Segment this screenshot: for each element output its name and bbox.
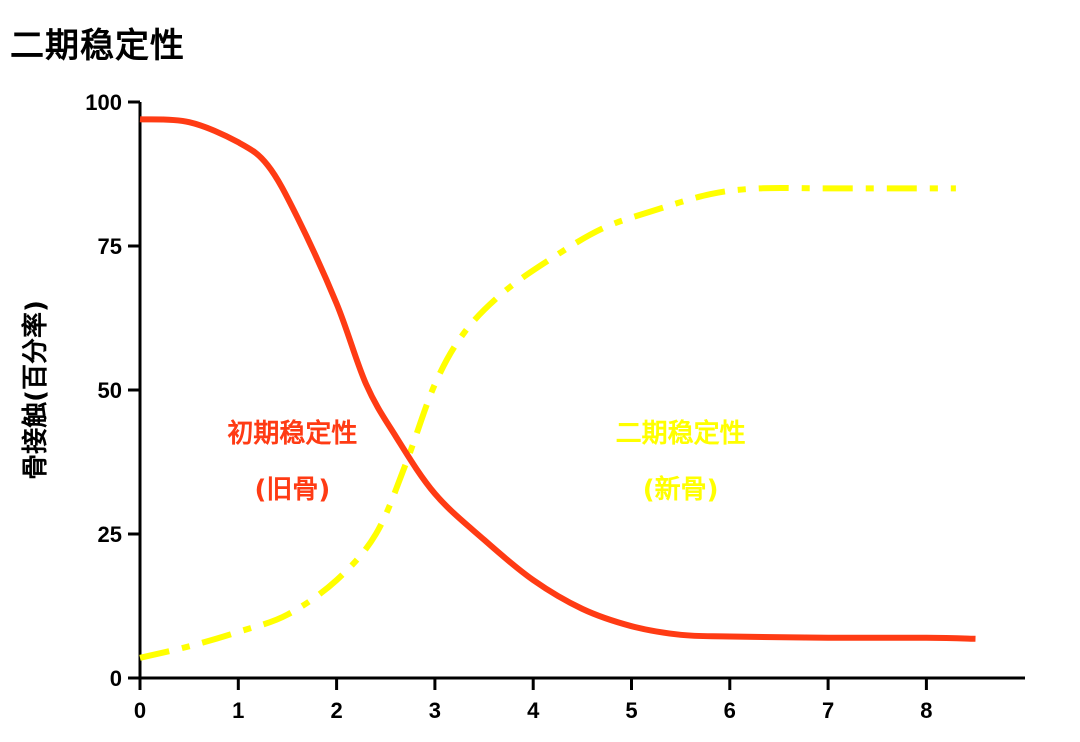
annotation-layer: 初期稳定性 (旧骨) 二期稳定性 (新骨) (227, 418, 745, 505)
x-tick-label: 7 (822, 698, 834, 723)
series-line-initial-stability (139, 116, 976, 642)
x-tick-label: 8 (920, 698, 932, 723)
annotation-old-bone: (旧骨) (254, 475, 330, 505)
series-layer (139, 116, 976, 661)
y-tick-label: 75 (98, 234, 122, 259)
axes: 0 25 50 75 100 0 1 2 3 4 5 6 7 8 (85, 90, 1025, 723)
chart-title: 二期稳定性 (10, 26, 185, 66)
y-tick-label: 50 (98, 378, 122, 403)
x-tick-label: 3 (429, 698, 441, 723)
annotation-initial-stability: 初期稳定性 (227, 418, 357, 449)
y-tick-label: 0 (110, 666, 122, 691)
x-tick-label: 2 (330, 698, 342, 723)
y-axis-label: 骨接触(百分率) (20, 300, 51, 480)
y-tick-label: 25 (98, 522, 122, 547)
annotation-secondary-stability: 二期稳定性 (616, 418, 746, 449)
x-tick-label: 0 (134, 698, 146, 723)
x-tick-label: 5 (625, 698, 637, 723)
x-tick-label: 1 (232, 698, 244, 723)
x-tick-label: 4 (527, 698, 540, 723)
annotation-new-bone: (新骨) (643, 474, 719, 505)
x-tick-label: 6 (724, 698, 736, 723)
series-line-secondary-stability (139, 184, 956, 661)
y-tick-label: 100 (85, 90, 122, 115)
